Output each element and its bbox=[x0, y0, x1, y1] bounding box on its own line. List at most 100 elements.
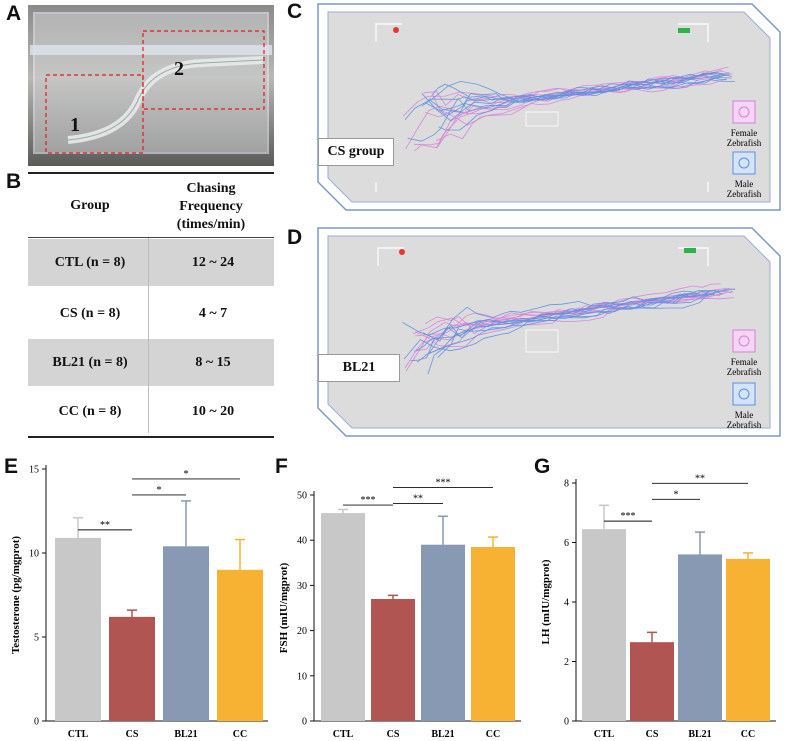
panel-label-c: C bbox=[287, 0, 303, 23]
table-header-frequency: Chasing Frequency (times/min) bbox=[150, 180, 272, 234]
row-group: CS (n = 8) bbox=[59, 306, 121, 321]
row-frequency: 10 ~ 20 bbox=[191, 404, 235, 419]
male-trajectories bbox=[402, 288, 736, 375]
header-line-3: (times/min) bbox=[176, 217, 246, 232]
table-row: CTL (n = 8) 12 ~ 24 bbox=[28, 239, 274, 286]
x-tick-label: CS bbox=[126, 729, 139, 740]
significance-label: * bbox=[674, 489, 679, 500]
trajectory-path bbox=[421, 75, 727, 107]
trajectory-path bbox=[425, 72, 721, 117]
y-tick-label: 10 bbox=[297, 671, 307, 682]
trajectory-path bbox=[437, 288, 730, 358]
x-tick-label: CTL bbox=[68, 729, 89, 740]
y-tick-label: 15 bbox=[29, 465, 39, 476]
tank-photo: 1 2 bbox=[28, 5, 274, 166]
legend-female-2: Zebrafish bbox=[727, 138, 762, 148]
y-axis-label: Testosterone (pg/mgprot) bbox=[10, 536, 22, 654]
y-tick-label: 5 bbox=[34, 633, 39, 644]
x-tick-label: CS bbox=[387, 729, 400, 740]
bar-bl21 bbox=[163, 546, 209, 721]
table-row: BL21 (n = 8) 8 ~ 15 bbox=[28, 339, 274, 386]
legend-male-2: Zebrafish bbox=[727, 420, 762, 430]
table-column-divider bbox=[148, 238, 149, 433]
x-tick-label: CC bbox=[741, 729, 755, 740]
table-row: CS (n = 8) 4 ~ 7 bbox=[28, 290, 274, 337]
panel-label-d: D bbox=[287, 226, 303, 249]
significance-label: *** bbox=[621, 511, 636, 522]
tracking-arena-cs: Female Zebrafish Male Zebrafish bbox=[317, 3, 781, 211]
x-tick-label: CC bbox=[486, 729, 500, 740]
table-row: CC (n = 8) 10 ~ 20 bbox=[28, 388, 274, 435]
y-tick-label: 2 bbox=[564, 657, 569, 668]
significance-label: ** bbox=[695, 473, 705, 484]
y-tick-label: 50 bbox=[297, 491, 307, 502]
table-header-rule bbox=[28, 237, 274, 238]
y-tick-label: 30 bbox=[297, 581, 307, 592]
bar-bl21 bbox=[678, 554, 722, 721]
x-tick-label: BL21 bbox=[688, 729, 711, 740]
bar-cc bbox=[726, 558, 770, 721]
x-tick-label: CTL bbox=[594, 729, 615, 740]
panel-label-e: E bbox=[4, 455, 19, 478]
testosterone-chart: 0 5 10 15 Testosterone (pg/mgprot) CTL CS BL21 C… bbox=[10, 465, 268, 740]
bar-ctl bbox=[55, 537, 101, 721]
tracking-group-label-bl21: BL21 bbox=[318, 354, 400, 382]
table-bottom-rule bbox=[28, 436, 274, 438]
row-frequency: 4 ~ 7 bbox=[198, 306, 228, 321]
trajectory-path bbox=[403, 290, 710, 360]
x-tick-label: CC bbox=[233, 729, 247, 740]
tracking-group-label-cs: CS group bbox=[318, 138, 394, 166]
y-tick-label: 6 bbox=[564, 538, 569, 549]
trajectory-path bbox=[412, 297, 735, 335]
y-tick-label: 0 bbox=[564, 717, 569, 728]
legend-female-1: Female bbox=[731, 128, 758, 138]
row-group: CC (n = 8) bbox=[58, 404, 122, 419]
panel-label-a: A bbox=[6, 2, 22, 25]
row-frequency: 8 ~ 15 bbox=[195, 355, 231, 370]
table-header-group: Group bbox=[70, 198, 110, 213]
bar-cs bbox=[371, 598, 415, 721]
y-axis-label: FSH (mIU/mgprot) bbox=[278, 562, 290, 653]
region-2-label: 2 bbox=[174, 58, 184, 80]
significance-label: *** bbox=[436, 477, 451, 488]
legend-female-2: Zebrafish bbox=[727, 367, 762, 377]
significance-label: *** bbox=[361, 495, 376, 506]
y-tick-label: 8 bbox=[564, 479, 569, 490]
row-group: BL21 (n = 8) bbox=[52, 355, 128, 370]
header-line-1: Chasing bbox=[186, 181, 236, 196]
trajectory-path bbox=[427, 288, 736, 375]
bar-bl21 bbox=[421, 544, 465, 721]
panel-label-g: G bbox=[534, 455, 551, 478]
significance-label: ** bbox=[413, 493, 423, 504]
significance-label: * bbox=[157, 485, 162, 496]
table-top-rule bbox=[28, 172, 274, 174]
trajectory-path bbox=[404, 283, 721, 369]
y-tick-label: 20 bbox=[297, 626, 307, 637]
legend-male-1: Male bbox=[735, 410, 754, 420]
y-tick-label: 10 bbox=[29, 549, 39, 560]
significance-label: ** bbox=[100, 520, 110, 531]
y-axis-label: LH (mIU/mgprot) bbox=[540, 559, 552, 644]
y-tick-label: 0 bbox=[302, 717, 307, 728]
x-tick-label: BL21 bbox=[431, 729, 454, 740]
significance-label: * bbox=[184, 469, 189, 480]
bar-cc bbox=[471, 546, 515, 721]
trajectory-path bbox=[402, 293, 715, 336]
fsh-chart: 0 10 20 30 40 50 FSH (mIU/mgprot) CTL CS BL21 CC **… bbox=[278, 477, 521, 740]
y-tick-label: 40 bbox=[297, 536, 307, 547]
header-line-2: Frequency bbox=[179, 199, 243, 214]
panel-label-b: B bbox=[6, 170, 22, 193]
y-tick-label: 0 bbox=[34, 717, 39, 728]
legend-male-2: Zebrafish bbox=[727, 189, 762, 199]
bar-cs bbox=[630, 642, 674, 721]
male-trajectories bbox=[404, 71, 735, 142]
bar-cc bbox=[217, 569, 263, 721]
trajectory-path bbox=[422, 293, 700, 342]
panel-label-f: F bbox=[275, 455, 288, 478]
row-group: CTL (n = 8) bbox=[54, 255, 126, 270]
bar-ctl bbox=[321, 513, 365, 721]
x-tick-label: CTL bbox=[333, 729, 354, 740]
legend-male-1: Male bbox=[735, 179, 754, 189]
x-tick-label: CS bbox=[646, 729, 659, 740]
